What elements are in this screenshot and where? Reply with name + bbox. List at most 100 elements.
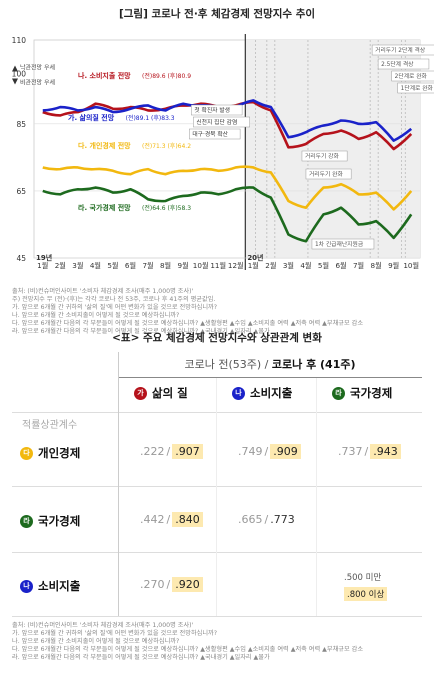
header-separator: / xyxy=(261,358,272,371)
table-note-line: 가. 앞으로 6개월 간 귀하의 '삶의 질'에 어떤 변화가 있을 것으로 전… xyxy=(12,630,217,637)
x-tick-label: 5월 xyxy=(107,261,118,270)
row-rule xyxy=(12,412,422,413)
x-tick-label: 11월 xyxy=(210,261,226,270)
column-badge: 가 xyxy=(134,387,147,400)
annotation-text: 1단계로 완화 xyxy=(401,84,434,92)
x-tick-label: 4월 xyxy=(300,261,311,270)
legend-high: .800 이상 xyxy=(344,587,388,601)
x-tick-label: 6월 xyxy=(335,261,346,270)
row-header: 라 국가경제 xyxy=(20,513,80,529)
correlation-cell: .270/.920 xyxy=(140,577,203,592)
table-title: <표> 주요 체감경제 전망지수와 상관관계 변화 xyxy=(112,332,322,344)
row-rule xyxy=(12,616,422,617)
correlation-cell: .749/.909 xyxy=(238,444,301,459)
row-header: 나 소비지출 xyxy=(20,578,80,594)
figure-note-line: 다. 앞으로 6개월간 다음의 각 부문들이 어떻게 될 것으로 예상하십니까?… xyxy=(12,320,364,327)
down-arrow-icon xyxy=(12,78,18,85)
after-value: .840 xyxy=(172,512,203,527)
y-tick-label: 100 xyxy=(12,70,27,79)
x-tick-label: 12월 xyxy=(228,261,244,270)
series-line xyxy=(42,186,413,243)
annotation-text: 거리두기 강화 xyxy=(305,152,340,160)
figure-note-line: 가. 앞으로 6개월 간 귀하의 '삶의 질'에 어떤 변화가 있을 것으로 전… xyxy=(12,304,217,311)
column-header: 라 국가경제 xyxy=(332,385,392,401)
before-value: .270 xyxy=(140,578,165,591)
value-separator: / xyxy=(166,513,171,526)
row-badge: 라 xyxy=(20,515,33,528)
annotation-box xyxy=(305,168,352,180)
x-tick-label: 8월 xyxy=(371,261,382,270)
row-label: 소비지출 xyxy=(38,579,81,593)
series-label: 나. 소비지출 전망 xyxy=(78,71,131,80)
table-note-line: 출처: (비)컨슈머인사이트 '소비자 체감경제 조사(매주 1,000명 조사… xyxy=(12,622,194,629)
figure-note-line: 주) 전망지수 무 (전)·(후)는 각각 코로나 전 53주, 코로나 후 4… xyxy=(12,296,216,303)
column-rule xyxy=(316,378,317,616)
column-header: 나 소비지출 xyxy=(232,385,292,401)
table-notes: 출처: (비)컨슈머인사이트 '소비자 체감경제 조사(매주 1,000명 조사… xyxy=(12,622,363,662)
legend-low: .500 미만 xyxy=(344,573,382,583)
annotation-box xyxy=(311,238,375,250)
figure-note-line: 나. 앞으로 6개월 간 소비지출이 어떻게 될 것으로 예상하십니까? xyxy=(12,312,180,319)
x-tick-label: 10월 xyxy=(403,261,419,270)
value-separator: / xyxy=(264,445,269,458)
figure-title: [그림] 코로나 전·후 체감경제 전망지수 추이 xyxy=(118,8,316,20)
x-tick-label: 5월 xyxy=(318,261,329,270)
correlation-cell: .442/.840 xyxy=(140,512,203,527)
annotation-box xyxy=(377,58,430,70)
figure-note-line: 출처: (비)컨슈머인사이트 '소비자 체감경제 조사(매주 1,000명 조사… xyxy=(12,288,194,295)
figure-notes: 출처: (비)컨슈머인사이트 '소비자 체감경제 조사(매주 1,000명 조사… xyxy=(12,288,363,336)
annotation-text: 거리두기 완화 xyxy=(309,170,344,178)
after-value: .909 xyxy=(270,444,301,459)
row-label: 국가경제 xyxy=(38,514,81,528)
annotation-box xyxy=(391,70,434,82)
x-tick-label: 10월 xyxy=(193,261,209,270)
series-values: (전)64.6 (후)58.3 xyxy=(142,204,191,212)
annotation-text: 대구·경북 확산 xyxy=(192,130,228,138)
y-tick-label: 85 xyxy=(16,120,26,129)
annotation-box xyxy=(191,104,243,116)
x-tick-label: 1월 xyxy=(248,261,259,270)
annotation-text: 1차 긴급재난지원금 xyxy=(315,240,364,248)
header-rule xyxy=(118,377,422,378)
annotation-box xyxy=(371,44,434,56)
column-badge: 라 xyxy=(332,387,345,400)
annotation-text: 2.5단계 격상 xyxy=(381,60,414,68)
column-label: 국가경제 xyxy=(350,386,393,400)
annotation-text: 첫 확진자 발생 xyxy=(194,106,230,114)
column-rule xyxy=(118,352,119,616)
y-tick-label: 110 xyxy=(12,36,27,45)
after-value: .907 xyxy=(172,444,203,459)
correlation-cell: .222/.907 xyxy=(140,444,203,459)
table-note-line: 라. 앞으로 6개월간 다음의 각 부문들이 어떻게 될 것으로 예상하십니까?… xyxy=(12,654,270,661)
annotation-box xyxy=(301,150,348,162)
after-value: .773 xyxy=(270,513,295,526)
x-tick-label: 2월 xyxy=(265,261,276,270)
x-tick-label: 9월 xyxy=(178,261,189,270)
after-value: .943 xyxy=(370,444,401,459)
row-badge: 나 xyxy=(20,580,33,593)
value-separator: / xyxy=(264,513,269,526)
x-tick-label: 9월 xyxy=(388,261,399,270)
header-before: 코로나 전(53주) xyxy=(184,358,262,371)
row-rule xyxy=(12,552,422,553)
y-tick-label: 45 xyxy=(16,254,26,263)
figure-note-line: 라. 앞으로 6개월간 다음의 각 부문들이 어떻게 될 것으로 예상하십니까?… xyxy=(12,328,270,335)
row-rule xyxy=(12,486,422,487)
before-value: .442 xyxy=(140,513,165,526)
header-after: 코로나 후 (41주) xyxy=(271,358,356,371)
series-label: 다. 개인경제 전망 xyxy=(78,141,131,150)
x-tick-label: 8월 xyxy=(160,261,171,270)
annotation-box xyxy=(189,128,241,140)
series-values: (전)71.3 (후)64.2 xyxy=(142,142,191,150)
annotation-text: 2단계로 완화 xyxy=(395,72,428,80)
column-badge: 나 xyxy=(232,387,245,400)
column-header: 가 삶의 질 xyxy=(134,385,188,401)
y-tick-label: 65 xyxy=(16,187,26,196)
series-values: (전)89.1 (후)83.3 xyxy=(126,114,175,122)
year-label: 19년 xyxy=(36,253,52,262)
x-tick-label: 6월 xyxy=(125,261,136,270)
optimism-label: 낙관전망 우세 xyxy=(20,64,55,72)
annotation-text: 거리두기 2단계 격상 xyxy=(375,46,426,54)
value-separator: / xyxy=(166,445,171,458)
